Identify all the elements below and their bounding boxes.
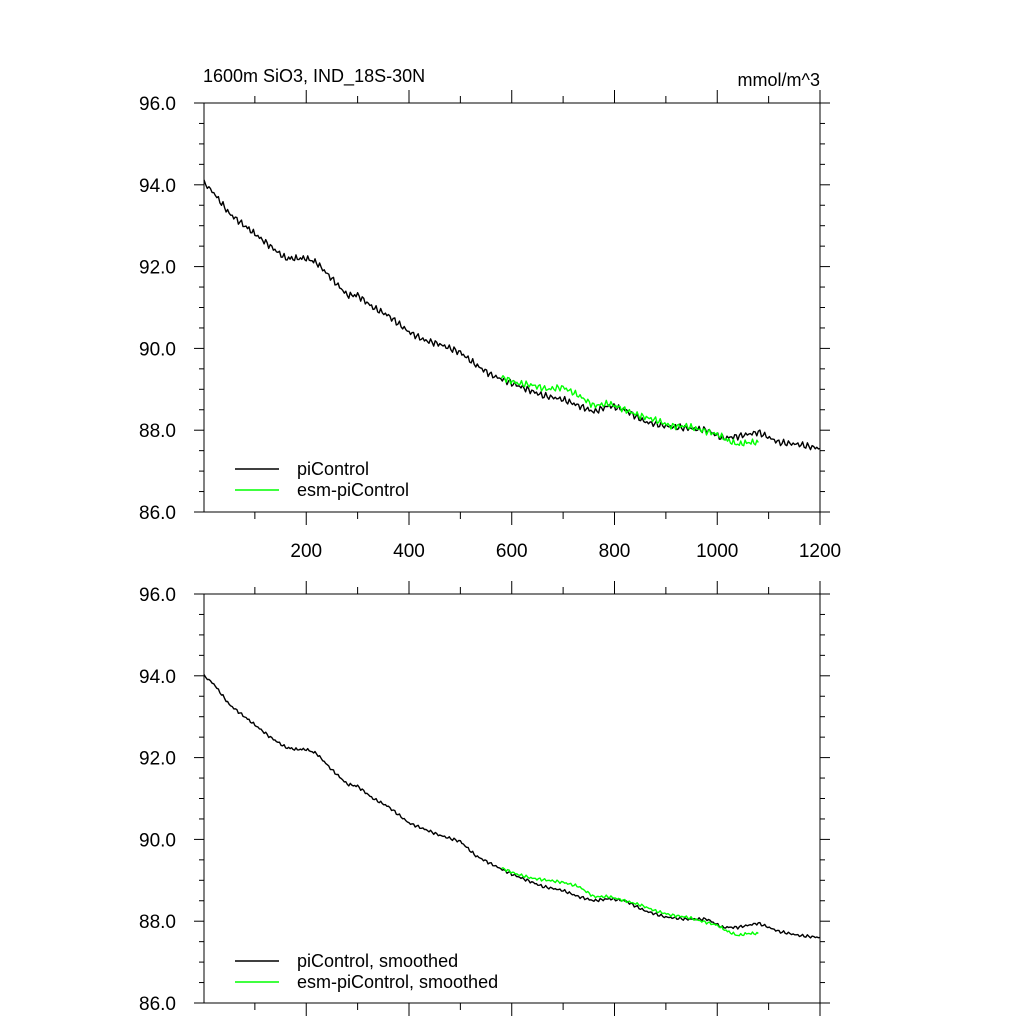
x-tick-label: 1200 xyxy=(799,541,841,562)
y-tick-label: 94.0 xyxy=(139,667,176,688)
panel-top: 86.0 88.0 90.0 92.0 94.0 96.0 200 400 600 800 1000… xyxy=(139,90,841,562)
panel-bottom: 86.0 88.0 90.0 92.0 94.0 96.0 piControl, smoot… xyxy=(139,581,830,1016)
y-tick-label: 88.0 xyxy=(139,912,176,933)
series-line-esm-picontrol xyxy=(501,867,759,937)
y-tick-label: 96.0 xyxy=(139,94,176,115)
y-tick-label: 86.0 xyxy=(139,503,176,524)
legend-label: piControl xyxy=(297,459,369,479)
y-tick-label: 92.0 xyxy=(139,749,176,770)
y-tick-label: 90.0 xyxy=(139,830,176,851)
series-line-picontrol xyxy=(203,179,821,451)
plot-frame xyxy=(203,593,821,1004)
series-line-picontrol xyxy=(203,674,821,939)
y-tick-label: 90.0 xyxy=(139,339,176,360)
legend-label: piControl, smoothed xyxy=(297,951,458,971)
y-tick-label: 96.0 xyxy=(139,585,176,606)
x-tick-label: 200 xyxy=(290,541,322,562)
y-tick-label: 86.0 xyxy=(139,994,176,1015)
legend-label: esm-piControl, smoothed xyxy=(297,972,498,992)
x-tick-label: 400 xyxy=(393,541,425,562)
series-line-esm-picontrol xyxy=(500,375,759,447)
y-tick-label: 92.0 xyxy=(139,258,176,279)
chart-title: 1600m SiO3, IND_18S-30N xyxy=(203,66,425,87)
x-tick-label: 600 xyxy=(496,541,528,562)
y-tick-label: 88.0 xyxy=(139,421,176,442)
x-tick-label: 1000 xyxy=(696,541,738,562)
y-tick-label: 94.0 xyxy=(139,176,176,197)
plot-frame xyxy=(203,102,821,513)
x-tick-label: 800 xyxy=(599,541,631,562)
legend-label: esm-piControl xyxy=(297,480,409,500)
units-label: mmol/m^3 xyxy=(738,70,820,90)
